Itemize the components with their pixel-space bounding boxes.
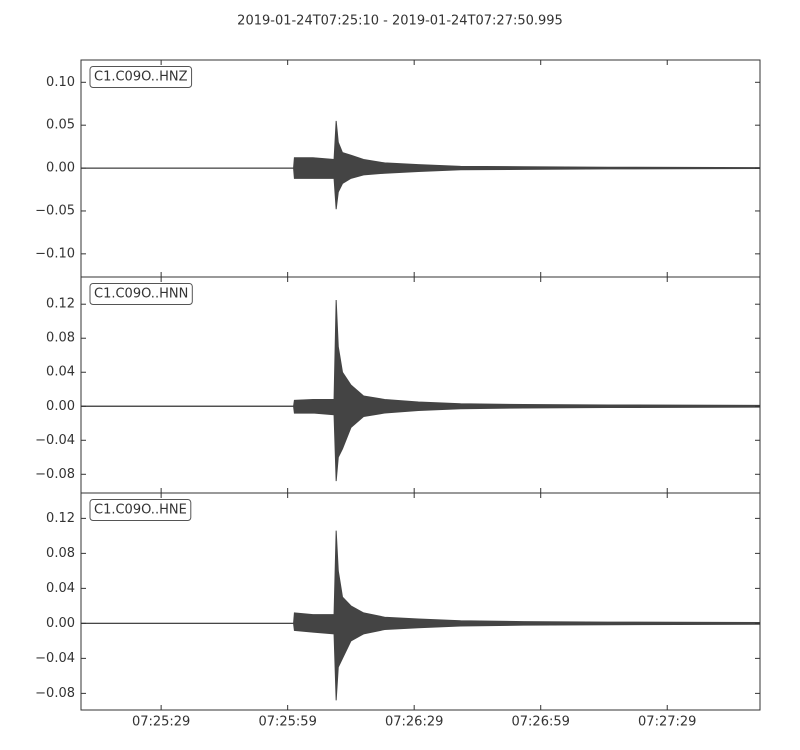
y-tick-label: 0.04 — [46, 365, 75, 380]
y-tick-label: 0.05 — [46, 118, 75, 133]
waveform-envelope — [81, 622, 761, 701]
y-tick-label: 0.12 — [46, 297, 75, 312]
y-tick-label: 0.00 — [46, 161, 75, 176]
x-tick-label: 07:25:59 — [258, 715, 316, 730]
trace-label-box — [89, 283, 193, 305]
x-tick-label: 07:26:29 — [385, 715, 443, 730]
y-tick-label: 0.00 — [46, 399, 75, 414]
y-tick-label: 0.08 — [46, 331, 75, 346]
y-tick-label: 0.08 — [46, 546, 75, 561]
y-tick-label: −0.08 — [35, 467, 75, 482]
trace-label-box — [89, 66, 193, 88]
waveform-envelope — [81, 299, 761, 407]
y-tick-label: 0.04 — [46, 581, 75, 596]
y-tick-label: −0.04 — [35, 433, 75, 448]
y-tick-label: −0.10 — [35, 246, 75, 261]
y-tick-label: −0.04 — [35, 651, 75, 666]
panel-frame — [80, 492, 761, 711]
chart-title: 2019-01-24T07:25:10 - 2019-01-24T07:27:5… — [237, 14, 563, 29]
y-tick-label: −0.05 — [35, 203, 75, 218]
x-tick-label: 07:26:59 — [512, 715, 570, 730]
waveform-envelope — [81, 167, 761, 210]
waveform-envelope — [81, 405, 761, 482]
trace-label-box — [89, 499, 192, 521]
y-tick-label: 0.12 — [46, 511, 75, 526]
y-tick-label: −0.08 — [35, 686, 75, 701]
x-tick-label: 07:27:29 — [638, 715, 696, 730]
x-tick-label: 07:25:29 — [132, 715, 190, 730]
trace-label: C1.C09O..HNZ — [94, 70, 188, 85]
y-tick-label: 0.10 — [46, 75, 75, 90]
waveform-envelope — [81, 530, 761, 624]
y-tick-label: 0.00 — [46, 616, 75, 631]
waveform-envelope — [81, 120, 761, 169]
trace-label: C1.C09O..HNE — [94, 503, 187, 518]
trace-label: C1.C09O..HNN — [94, 287, 188, 302]
